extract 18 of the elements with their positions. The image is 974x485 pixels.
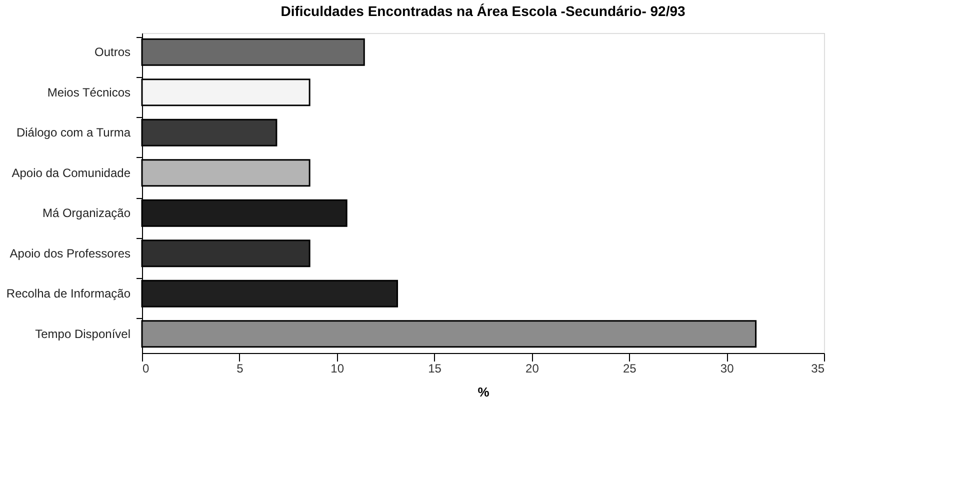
y-tick-label: Outros bbox=[94, 45, 130, 60]
x-tick-label: 25 bbox=[622, 362, 637, 376]
x-tick-label: 35 bbox=[811, 362, 825, 376]
x-tick-label: 20 bbox=[526, 362, 540, 376]
y-tick-label: Tempo Disponível bbox=[35, 326, 130, 341]
x-tick-label: 10 bbox=[330, 362, 344, 376]
chart-title: Dificuldades Encontradas na Área Escola -Secundário- 92/93 bbox=[280, 3, 686, 19]
x-tick-label: 5 bbox=[236, 362, 244, 376]
y-tick-label: Má Organização bbox=[42, 206, 131, 220]
x-tick-label: 15 bbox=[428, 362, 442, 376]
x-axis-title: % bbox=[478, 384, 490, 400]
x-tick-label: 30 bbox=[720, 362, 734, 376]
y-tick-label: Meios Técnicos bbox=[47, 85, 130, 100]
y-tick-label: Apoio da Comunidade bbox=[12, 166, 131, 180]
y-tick-label: Apoio dos Professores bbox=[10, 246, 130, 260]
x-tick-label: 0 bbox=[142, 362, 150, 376]
y-tick-label: Recolha de Informação bbox=[6, 286, 131, 301]
y-tick-label: Diálogo com a Turma bbox=[16, 126, 131, 140]
